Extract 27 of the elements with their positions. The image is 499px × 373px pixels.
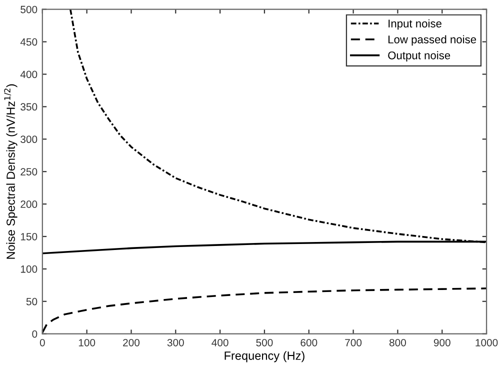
x-tick-label: 900	[434, 338, 450, 346]
x-tick-label: 300	[167, 338, 184, 346]
x-tick-label: 500	[256, 338, 273, 346]
x-tick-label: 100	[78, 338, 96, 346]
y-tick-label: 250	[20, 168, 38, 176]
legend-label: Input noise	[388, 19, 442, 30]
x-tick-label: 700	[345, 338, 362, 346]
x-axis-title: Frequency (Hz)	[224, 351, 304, 362]
y-tick-label: 150	[20, 232, 38, 240]
y-tick-label: 400	[20, 70, 38, 78]
y-tick-label: 300	[20, 136, 38, 144]
y-axis-title: Noise Spectral Density (nV/Hz$^{1/2}$)	[4, 84, 18, 259]
x-tick-label: 400	[212, 338, 228, 346]
y-tick-label: 50	[26, 298, 38, 306]
y-tick-label: 100	[20, 265, 38, 273]
legend-label: Output noise	[388, 51, 450, 62]
y-tick-label: 350	[20, 103, 38, 111]
legend-label: Low passed noise	[388, 35, 476, 46]
y-tick-label: 450	[20, 38, 38, 46]
x-tick-label: 600	[300, 338, 318, 346]
y-tick-label: 200	[20, 200, 38, 208]
x-tick-label: 0	[40, 338, 45, 346]
y-tick-label: 500	[20, 6, 38, 14]
x-tick-label: 1000	[476, 338, 498, 346]
y-tick-label: 0	[32, 330, 38, 338]
x-tick-label: 800	[389, 338, 406, 346]
x-tick-label: 200	[123, 338, 140, 346]
